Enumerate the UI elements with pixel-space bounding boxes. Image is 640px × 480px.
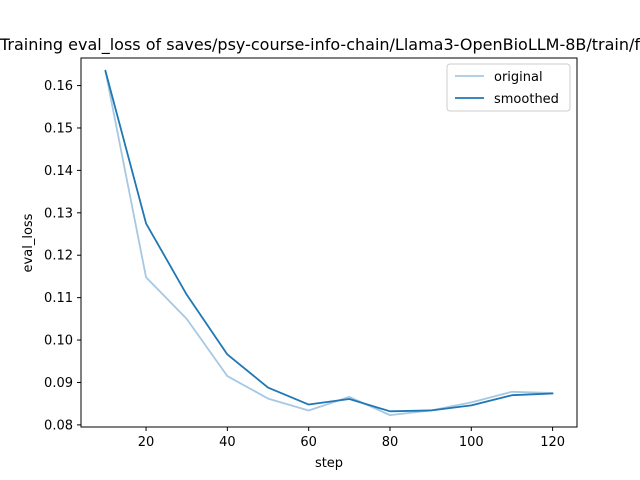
y-tick-label: 0.14 [44,164,73,179]
x-tick-label: 80 [382,435,399,450]
x-tick-label: 40 [219,435,236,450]
plot-frame [80,57,578,428]
x-tick-label: 120 [540,435,565,450]
y-tick-label: 0.09 [44,376,73,391]
legend: original smoothed [446,63,571,112]
x-tick-label: 60 [300,435,317,450]
y-tick-label: 0.10 [44,334,73,349]
x-axis-label: step [315,456,343,471]
legend-label-original: original [494,70,543,85]
legend-label-smoothed: smoothed [494,92,559,107]
y-tick-label: 0.13 [44,206,73,221]
y-axis: 0.08 0.09 0.10 0.11 0.12 0.13 0.14 0.15 0.16 [44,79,81,433]
x-tick-label: 20 [138,435,155,450]
y-tick-label: 0.15 [44,121,73,136]
x-axis: 20 40 60 80 100 120 [138,427,565,450]
series-line-smoothed [104,69,554,413]
y-tick-label: 0.11 [44,291,73,306]
y-tick-label: 0.12 [44,249,73,264]
chart-title: Training eval_loss of saves/psy-course-i… [0,35,640,55]
y-axis-label: eval_loss [21,213,36,272]
x-tick-label: 100 [459,435,484,450]
series-line-original [104,69,554,417]
y-tick-label: 0.16 [44,79,73,94]
y-tick-label: 0.08 [44,418,73,433]
series-lines [104,69,554,417]
